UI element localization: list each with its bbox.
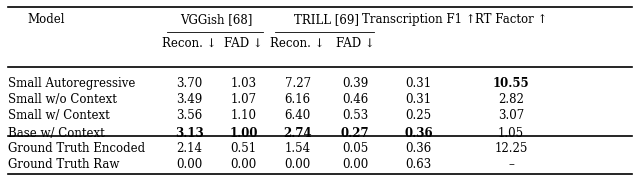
Text: 6.40: 6.40 <box>285 109 311 122</box>
Text: 0.00: 0.00 <box>176 158 202 171</box>
Text: VGGish [68]: VGGish [68] <box>180 13 253 26</box>
Text: 0.05: 0.05 <box>342 142 368 155</box>
Text: 0.00: 0.00 <box>230 158 257 171</box>
Text: Ground Truth Raw: Ground Truth Raw <box>8 158 119 171</box>
Text: 0.00: 0.00 <box>342 158 368 171</box>
Text: 0.46: 0.46 <box>342 93 368 106</box>
Text: 7.27: 7.27 <box>285 77 311 90</box>
Text: 0.27: 0.27 <box>340 127 369 140</box>
Text: 2.14: 2.14 <box>177 142 202 155</box>
Text: 0.39: 0.39 <box>342 77 368 90</box>
Text: 0.25: 0.25 <box>406 109 432 122</box>
Text: 1.03: 1.03 <box>230 77 257 90</box>
Text: 2.82: 2.82 <box>498 93 524 106</box>
Text: 1.07: 1.07 <box>230 93 257 106</box>
Text: 1.54: 1.54 <box>285 142 311 155</box>
Text: 1.05: 1.05 <box>498 127 524 140</box>
Text: 0.53: 0.53 <box>342 109 368 122</box>
Text: Base w/ Context: Base w/ Context <box>8 127 104 140</box>
Text: Small Autoregressive: Small Autoregressive <box>8 77 135 90</box>
Text: Small w/o Context: Small w/o Context <box>8 93 116 106</box>
Text: RT Factor ↑: RT Factor ↑ <box>475 13 547 26</box>
Text: 1.10: 1.10 <box>230 109 257 122</box>
Text: –: – <box>508 158 514 171</box>
Text: 0.63: 0.63 <box>406 158 432 171</box>
Text: 0.00: 0.00 <box>285 158 311 171</box>
Text: 12.25: 12.25 <box>495 142 528 155</box>
Text: 6.16: 6.16 <box>285 93 311 106</box>
Text: Recon. ↓: Recon. ↓ <box>162 36 216 49</box>
Text: Ground Truth Encoded: Ground Truth Encoded <box>8 142 145 155</box>
Text: 3.13: 3.13 <box>175 127 204 140</box>
Text: Small w/ Context: Small w/ Context <box>8 109 109 122</box>
Text: 1.00: 1.00 <box>229 127 258 140</box>
Text: 2.74: 2.74 <box>284 127 312 140</box>
Text: Recon. ↓: Recon. ↓ <box>271 36 325 49</box>
Text: 3.49: 3.49 <box>176 93 202 106</box>
Text: TRILL [69]: TRILL [69] <box>294 13 359 26</box>
Text: Transcription F1 ↑: Transcription F1 ↑ <box>362 13 476 26</box>
Text: 3.70: 3.70 <box>176 77 202 90</box>
Text: Model: Model <box>28 13 65 26</box>
Text: FAD ↓: FAD ↓ <box>224 36 263 49</box>
Text: 3.56: 3.56 <box>176 109 202 122</box>
Text: 0.31: 0.31 <box>406 77 432 90</box>
Text: 0.36: 0.36 <box>406 142 432 155</box>
Text: 0.36: 0.36 <box>404 127 433 140</box>
Text: FAD ↓: FAD ↓ <box>335 36 374 49</box>
Text: 10.55: 10.55 <box>493 77 529 90</box>
Text: 3.07: 3.07 <box>498 109 524 122</box>
Text: 0.51: 0.51 <box>230 142 257 155</box>
Text: 0.31: 0.31 <box>406 93 432 106</box>
